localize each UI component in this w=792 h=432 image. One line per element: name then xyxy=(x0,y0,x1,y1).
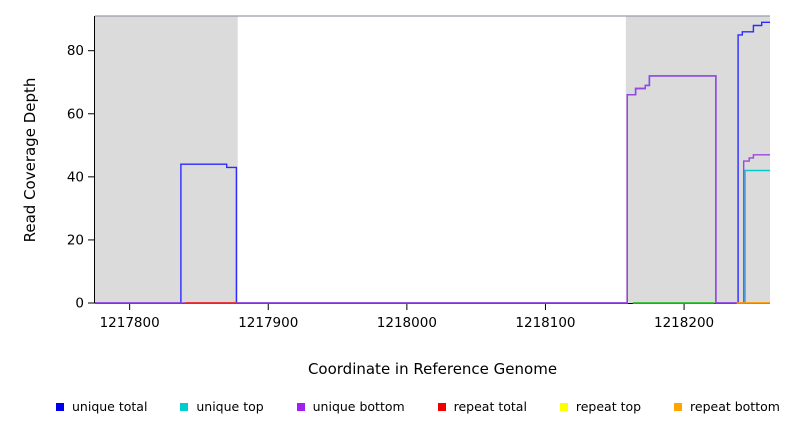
legend-label: repeat bottom xyxy=(690,399,780,414)
shaded-region-0 xyxy=(95,16,238,303)
x-tick-label: 1218100 xyxy=(515,315,575,331)
legend-item-unique-bottom: unique bottom xyxy=(296,399,405,414)
legend: unique total unique top unique bottom repea… xyxy=(0,399,792,414)
legend-item-repeat-top: repeat top xyxy=(559,399,642,414)
y-tick-label: 60 xyxy=(67,106,84,122)
legend-label: unique top xyxy=(196,399,264,414)
legend-item-unique-total: unique total xyxy=(56,399,147,414)
legend-label: unique bottom xyxy=(312,399,405,414)
x-tick-label: 1217900 xyxy=(238,315,298,331)
series-line-unique-bottom xyxy=(95,75,770,304)
legend-label: repeat total xyxy=(453,399,527,414)
legend-item-repeat-total: repeat total xyxy=(437,399,527,414)
x-tick-label: 1217800 xyxy=(100,315,160,331)
y-tick-label: 20 xyxy=(67,232,84,248)
x-axis-label: Coordinate in Reference Genome xyxy=(307,360,558,378)
legend-swatch-icon xyxy=(56,402,64,411)
legend-swatch-icon xyxy=(296,402,305,411)
x-tick-label: 1218200 xyxy=(654,315,714,331)
legend-swatch-icon xyxy=(437,402,446,411)
legend-item-repeat-bottom: repeat bottom xyxy=(674,399,780,414)
legend-swatch-icon xyxy=(674,402,683,411)
series-line-unique-top xyxy=(744,169,770,303)
y-tick-label: 40 xyxy=(67,169,84,185)
y-tick-label: 80 xyxy=(67,43,84,59)
x-tick-label: 1218000 xyxy=(377,315,437,331)
y-tick-label: 0 xyxy=(75,296,84,312)
legend-label: repeat top xyxy=(575,399,642,414)
shaded-region-1 xyxy=(625,16,770,303)
legend-item-unique-top: unique top xyxy=(180,399,264,414)
legend-label: unique total xyxy=(72,399,148,414)
legend-swatch-icon xyxy=(559,402,568,411)
legend-swatch-icon xyxy=(180,402,189,411)
y-axis-label: Read Coverage Depth xyxy=(21,77,39,243)
